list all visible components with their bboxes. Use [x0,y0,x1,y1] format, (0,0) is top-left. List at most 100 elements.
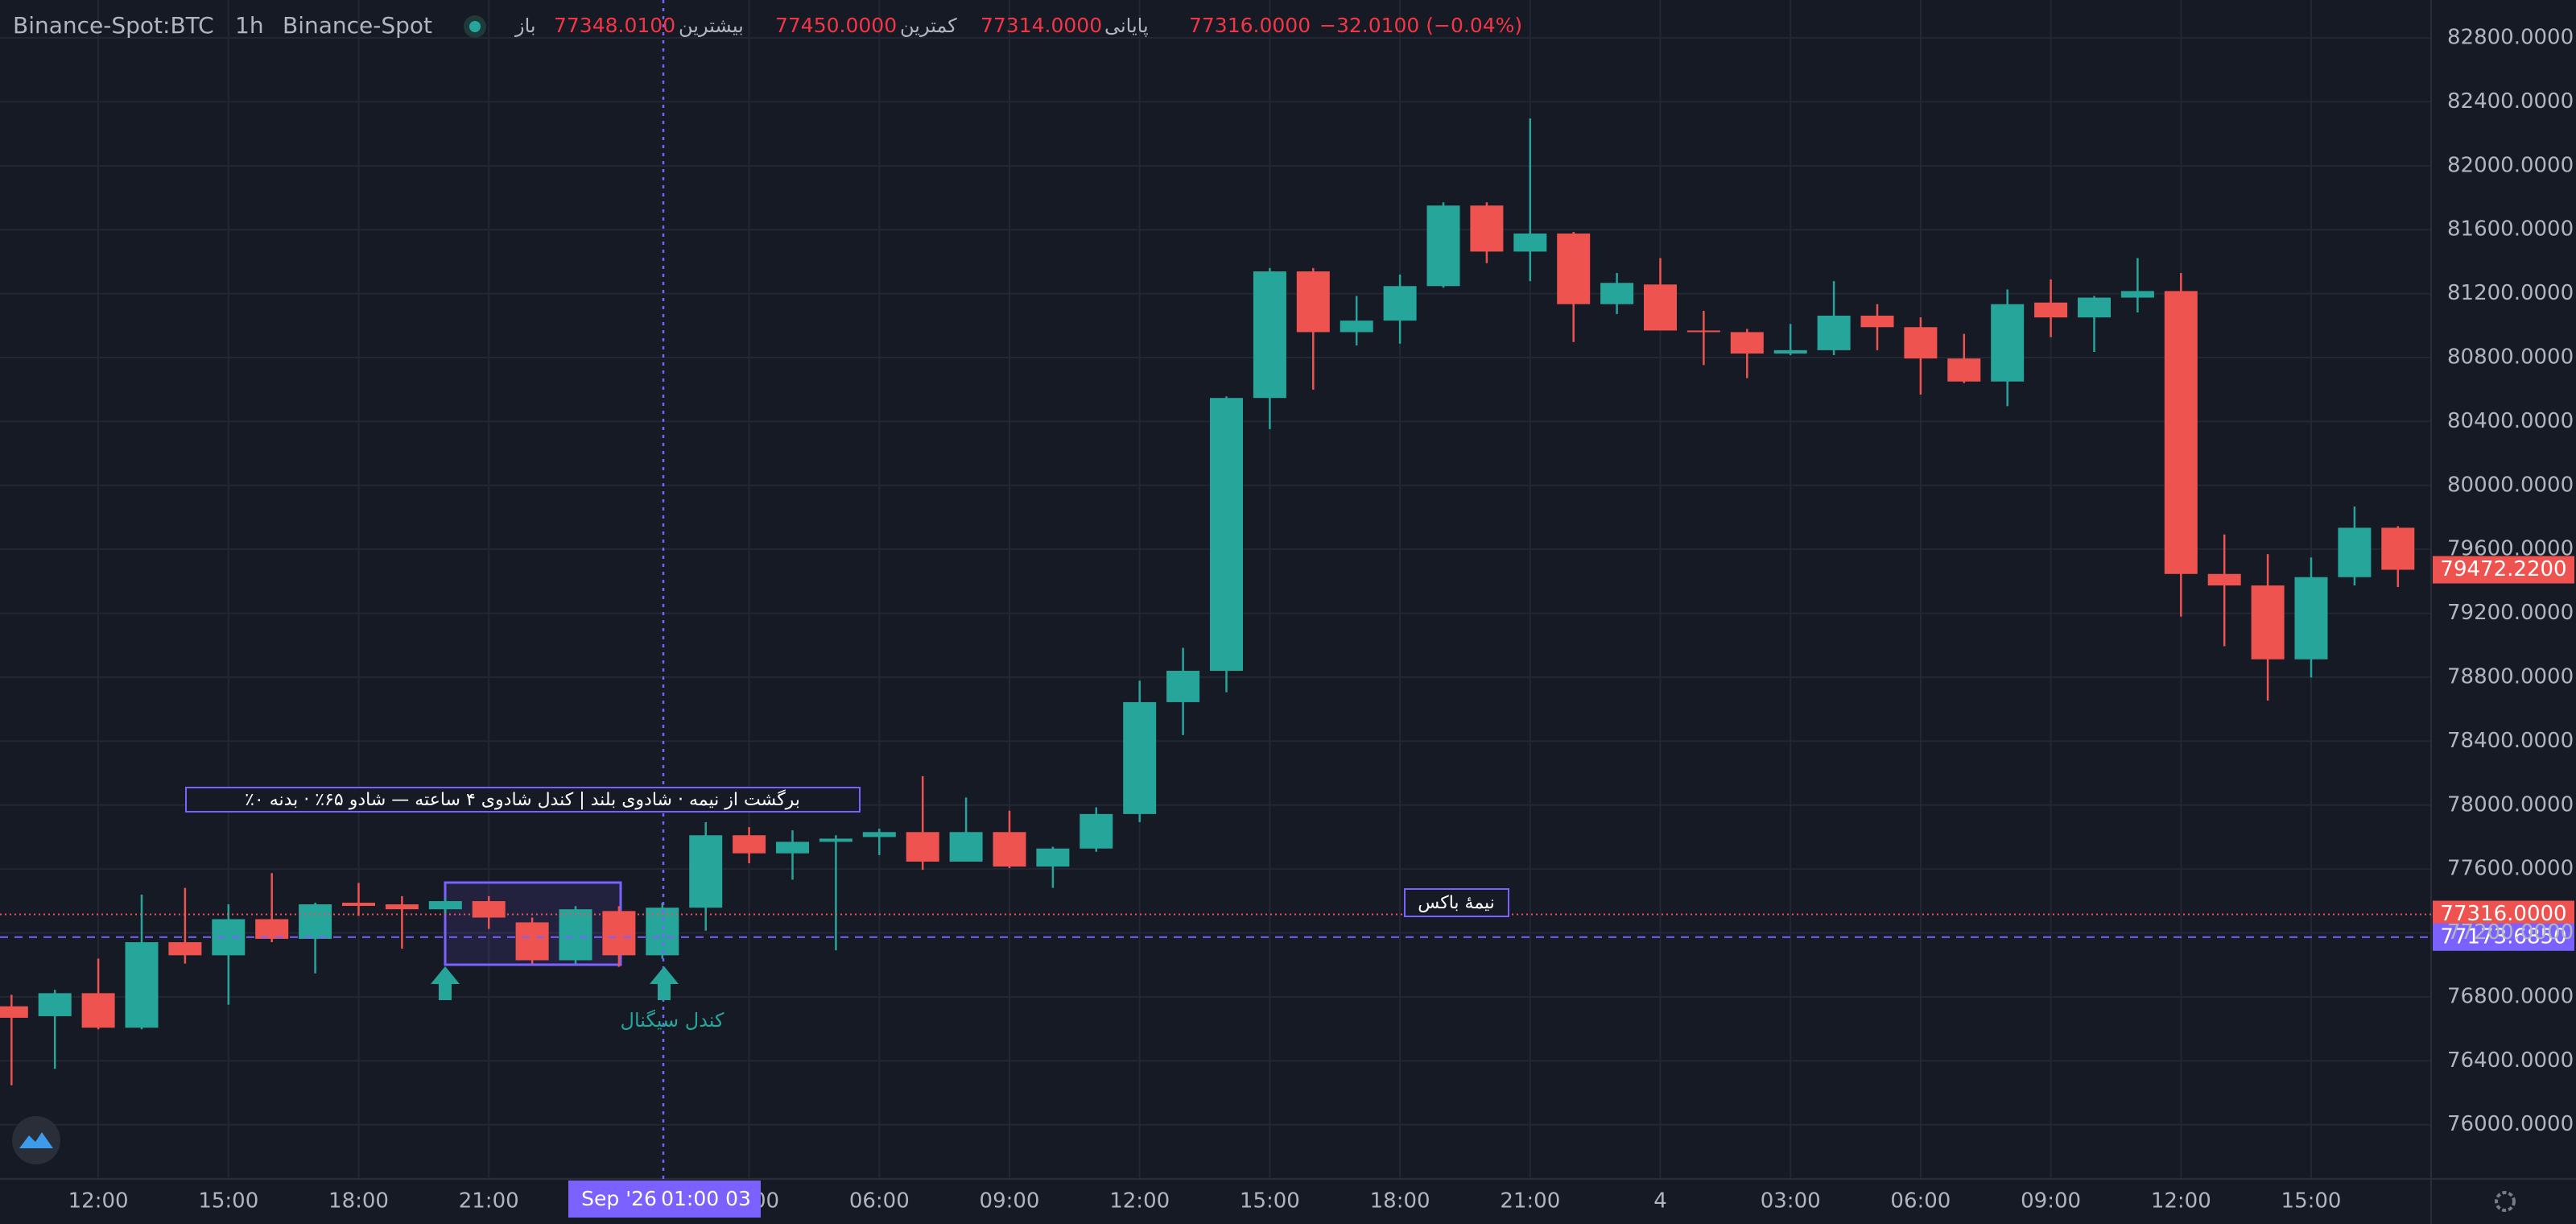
candle-body [299,904,332,939]
close-value: 77316.0000 [1189,14,1311,37]
candle-body [2294,577,2328,660]
candle-body [1166,671,1200,702]
price-label: 79472.2200 [2440,557,2566,581]
candle-body [1296,271,1330,333]
x-tick-label: 18:00 [328,1189,389,1214]
price-label-box [2433,556,2574,584]
box-mid-label-box [1404,888,1509,917]
candle-body [1773,349,1807,354]
candle-body [1513,233,1547,252]
y-tick-label: 77200.0000 [2447,920,2574,945]
y-tick-label: 78000.0000 [2447,792,2574,817]
candle-body [733,835,766,854]
x-tick-label: 21:00 [459,1189,519,1214]
x-tick-label: 12:00 [2151,1189,2211,1214]
box-mid-label: نیمهٔ باکس [1418,893,1495,913]
candle-body [689,835,723,908]
x-tick-label: 03:00 [1761,1189,1821,1214]
crosshair-time: 01:00 03 [661,1187,751,1210]
crosshair-label-box [568,1181,761,1218]
signal-arrow [431,966,460,1000]
y-tick-label: 78800.0000 [2447,664,2574,688]
status-dot [469,21,481,32]
interval: 1h [235,12,264,39]
candle-body [993,832,1026,867]
candle-body [428,901,462,910]
candle-body [1947,358,1981,382]
x-tick-label: 12:00 [68,1189,129,1214]
candle-body [2164,291,2198,574]
candle-body [1730,332,1764,354]
candle-body [0,1006,28,1018]
high-value: 77450.0000 [775,14,897,37]
high-label: بیشترین [679,14,744,37]
y-tick-label: 82000.0000 [2447,153,2574,177]
note-text: ٪برگشت از نیمه · شادوی بلند | کندل شادوی… [245,789,800,810]
candle-body [472,901,506,918]
x-tick-label: 18:00 [1370,1189,1430,1214]
signal-label: کندل سیگنال [621,1009,725,1032]
candle-body [646,908,679,956]
settings-icon[interactable] [2495,1191,2516,1212]
candle-body [602,911,636,956]
y-tick-label: 80000.0000 [2447,473,2574,497]
y-tick-label: 79600.0000 [2447,537,2574,561]
y-tick-label: 76400.0000 [2447,1048,2574,1073]
candle-body [1557,233,1591,304]
candles [0,118,2415,1085]
candle-body [906,832,939,862]
x-tick-label: 4 [1653,1189,1667,1214]
candle-body [1426,205,1460,287]
candle-body [1253,271,1286,399]
candle-body [385,904,419,910]
low-label: کمترین [900,14,957,37]
y-tick-label: 76000.0000 [2447,1112,2574,1136]
candle-body [1860,316,1894,328]
candle-body [1123,701,1157,814]
candle-body [2381,527,2415,570]
y-tick-label: 81600.0000 [2447,217,2574,242]
note-box [185,787,861,813]
exchange: Binance-Spot [283,12,432,39]
candle-body [212,919,246,956]
low-value: 77314.0000 [980,14,1102,37]
candle-body [1080,813,1113,849]
candle-body [2338,527,2372,577]
y-tick-label: 78400.0000 [2447,729,2574,753]
signal-arrow [650,966,679,1000]
y-tick-label: 76800.0000 [2447,984,2574,1008]
candle-body [515,922,549,961]
x-tick-label: 21:00 [1500,1189,1560,1214]
y-tick-label: 80800.0000 [2447,345,2574,370]
candle-body [81,993,115,1028]
close-label: پایانی [1104,14,1149,37]
candle-body [949,832,983,862]
x-tick-label: 09:00 [980,1189,1040,1214]
x-tick-label: 06:00 [1890,1189,1951,1214]
candle-body [2251,585,2285,660]
x-tick-label: 12:00 [1109,1189,1170,1214]
price-label-box [2433,923,2574,951]
candle-body [1686,330,1720,333]
x-tick-label: 09:00 [2021,1189,2081,1214]
x-tick-label: 06:00 [849,1189,910,1214]
candle-body [1470,205,1504,252]
candle-body [2034,302,2068,318]
candle-body [1210,398,1243,672]
y-tick-label: 80400.0000 [2447,409,2574,433]
candle-body [1904,327,1938,359]
candle-body [819,838,852,842]
price-label: 77173.6850 [2440,924,2566,949]
y-tick-label: 81200.0000 [2447,281,2574,305]
x-tick-label: 15:00 [2281,1189,2342,1214]
logo[interactable] [12,1116,60,1164]
open-label: باز [514,14,536,37]
candle-body [342,903,375,906]
candle-body [2207,573,2241,586]
symbol: Binance-Spot:BTC [13,12,214,39]
open-value: 77348.0100 [554,14,675,37]
candle-body [862,832,896,837]
candle-body [1644,284,1677,331]
